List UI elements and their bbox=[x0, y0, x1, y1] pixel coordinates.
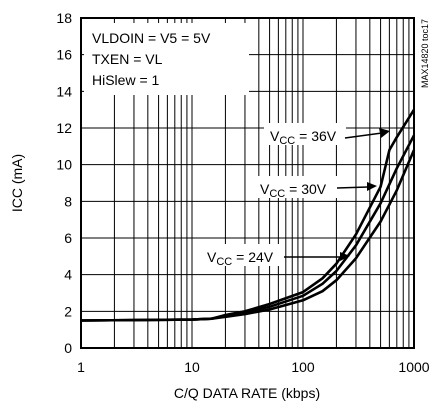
x-axis-title: C/Q DATA RATE (kbps) bbox=[174, 385, 320, 401]
x-tick-label: 10 bbox=[184, 359, 200, 375]
svg-text:VCC = 24V: VCC = 24V bbox=[207, 249, 274, 268]
figure-code: MAX14820 toc17 bbox=[420, 19, 429, 88]
x-tick-label: 1 bbox=[77, 359, 85, 375]
label-vcc-30-rest: = 30V bbox=[285, 181, 327, 197]
y-tick-label: 18 bbox=[56, 10, 72, 26]
condition-line-1: VLDOIN = V5 = 5V bbox=[92, 30, 211, 46]
y-tick-label: 0 bbox=[64, 340, 72, 356]
x-tick-label: 100 bbox=[291, 359, 315, 375]
label-vcc-36-sub: CC bbox=[279, 135, 295, 147]
label-vcc-24-sub: CC bbox=[216, 256, 232, 268]
label-vcc-30: VCC = 30V bbox=[255, 176, 377, 200]
series-line-2 bbox=[80, 109, 416, 322]
label-vcc-36: VCC = 36V bbox=[264, 123, 390, 147]
label-vcc-24-v: V bbox=[207, 249, 217, 265]
y-tick-label: 6 bbox=[64, 230, 72, 246]
y-tick-label: 16 bbox=[56, 47, 72, 63]
condition-line-2: TXEN = VL bbox=[92, 51, 163, 67]
series-line-1 bbox=[80, 134, 416, 322]
y-tick-label: 12 bbox=[56, 120, 72, 136]
y-tick-label: 14 bbox=[56, 83, 72, 99]
conditions-box-bg bbox=[84, 23, 249, 95]
label-vcc-30-sub: CC bbox=[269, 188, 285, 200]
y-tick-labels: 0 2 4 6 8 10 12 14 16 18 bbox=[56, 10, 72, 356]
series-lines bbox=[80, 109, 416, 322]
y-tick-label: 8 bbox=[64, 193, 72, 209]
label-vcc-24-rest: = 24V bbox=[232, 249, 274, 265]
y-axis-title: ICC (mA) bbox=[9, 154, 25, 212]
x-tick-label: 1000 bbox=[398, 359, 429, 375]
label-vcc-36-v: V bbox=[270, 128, 280, 144]
condition-line-3: HiSlew = 1 bbox=[92, 72, 160, 88]
svg-text:VCC = 36V: VCC = 36V bbox=[270, 128, 337, 147]
label-vcc-30-v: V bbox=[260, 181, 270, 197]
label-vcc-24: VCC = 24V bbox=[202, 244, 350, 268]
plot-frame bbox=[80, 17, 415, 349]
x-tick-labels: 1 10 100 1000 bbox=[77, 359, 429, 375]
series-line-0 bbox=[80, 149, 416, 322]
y-tick-label: 10 bbox=[56, 157, 72, 173]
svg-text:VCC = 30V: VCC = 30V bbox=[260, 181, 327, 200]
y-tick-label: 4 bbox=[64, 267, 72, 283]
y-tick-label: 2 bbox=[64, 303, 72, 319]
label-vcc-36-rest: = 36V bbox=[295, 128, 337, 144]
